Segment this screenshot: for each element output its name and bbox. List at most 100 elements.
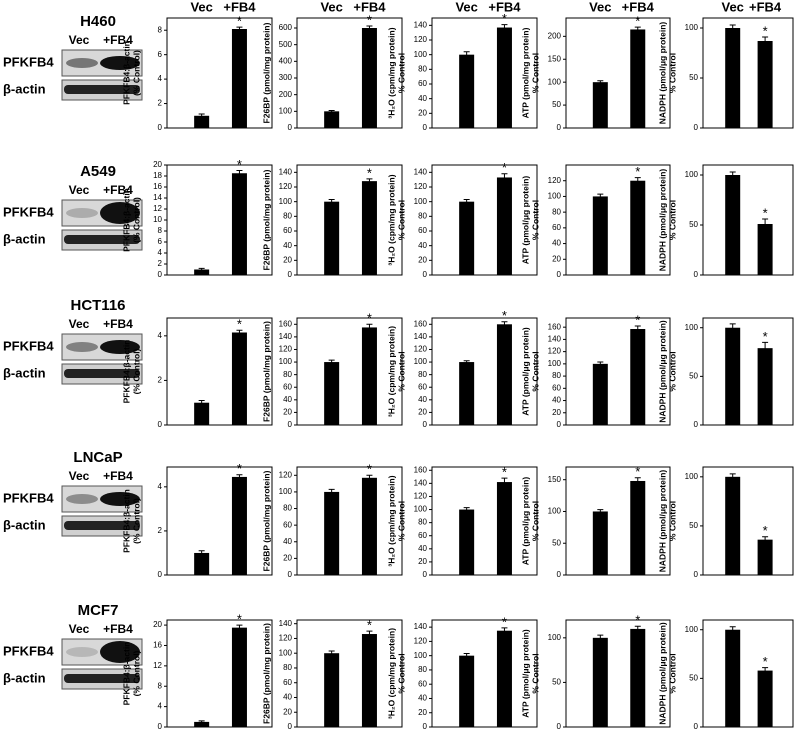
- y-axis-label: ATP (pmol/μg protein): [520, 477, 530, 566]
- bar: [592, 637, 608, 727]
- y-tick-label: 60: [418, 382, 427, 391]
- y-tick-label: 12: [153, 661, 162, 670]
- error-bar: [729, 473, 736, 480]
- error-bar: [463, 360, 470, 364]
- bar: [496, 27, 512, 128]
- y-tick-label: 50: [689, 73, 698, 82]
- bar: [194, 269, 210, 275]
- bar: [757, 224, 773, 275]
- y-tick-label: 140: [548, 335, 562, 344]
- cell-line: H460: [80, 13, 116, 30]
- bar: [725, 28, 741, 128]
- y-axis-label: (% Control): [131, 197, 141, 243]
- significance-mark: *: [763, 523, 768, 538]
- bar: [324, 362, 340, 425]
- y-tick-label: 0: [158, 270, 163, 279]
- y-tick-label: 14: [153, 193, 162, 202]
- y-tick-label: 140: [279, 167, 293, 176]
- significance-mark: *: [763, 329, 768, 344]
- y-axis-label: NADPH (pmol/μg protein): [657, 169, 667, 272]
- y-tick-label: 40: [418, 395, 427, 404]
- y-tick-label: 4: [158, 482, 163, 491]
- y-tick-label: 150: [548, 54, 562, 63]
- column-header: +FB4: [622, 0, 655, 14]
- error-bar: [501, 24, 508, 31]
- plot-frame: [702, 17, 794, 129]
- bar: [231, 173, 247, 275]
- plot-frame: [565, 619, 671, 728]
- plot-frame: [702, 164, 794, 276]
- y-tick-label: 100: [685, 323, 699, 332]
- bar: [361, 477, 377, 575]
- error-bar: [729, 323, 736, 332]
- significance-mark: *: [237, 461, 242, 476]
- y-tick-label: 0: [694, 270, 699, 279]
- y-axis-label: ATP (pmol/μg protein): [520, 176, 530, 265]
- y-tick-label: 0: [557, 722, 562, 731]
- bar: [725, 175, 741, 275]
- blot-band: [66, 342, 98, 352]
- y-axis-label: PFKFB4:β-actin: [121, 41, 131, 105]
- y-tick-label: 100: [548, 77, 562, 86]
- column-header: Vec: [721, 0, 743, 14]
- y-tick-label: 50: [552, 100, 561, 109]
- y-tick-label: 0: [694, 570, 699, 579]
- y-tick-label: 80: [283, 663, 292, 672]
- y-tick-label: 20: [418, 255, 427, 264]
- error-bar: [236, 170, 243, 176]
- y-tick-label: 300: [279, 73, 293, 82]
- protein-label: β-actin: [3, 365, 46, 380]
- column-header: +FB4: [488, 0, 521, 14]
- y-tick-label: 120: [414, 182, 428, 191]
- y-axis-label: (% Control): [131, 50, 141, 96]
- error-bar: [463, 653, 470, 658]
- significance-mark: *: [367, 12, 372, 27]
- y-tick-label: 120: [279, 182, 293, 191]
- cell-line: HCT116: [70, 297, 125, 314]
- y-tick-label: 80: [283, 504, 292, 513]
- error-bar: [236, 474, 243, 480]
- protein-label: β-actin: [3, 81, 46, 96]
- plot-frame: [565, 164, 671, 276]
- y-tick-label: 60: [552, 383, 561, 392]
- y-tick-label: 4: [158, 331, 163, 340]
- y-tick-label: 500: [279, 40, 293, 49]
- y-axis-label: % Control: [530, 53, 540, 93]
- error-bar: [236, 26, 243, 31]
- bar: [324, 491, 340, 575]
- error-bar: [366, 474, 373, 481]
- y-tick-label: 80: [283, 211, 292, 220]
- y-axis-label: (% Control): [131, 348, 141, 394]
- y-tick-label: 120: [279, 634, 293, 643]
- bar: [592, 196, 608, 275]
- y-tick-label: 50: [689, 371, 698, 380]
- y-tick-label: 120: [414, 637, 428, 646]
- y-tick-label: 0: [288, 570, 293, 579]
- significance-mark: *: [502, 465, 507, 480]
- error-bar: [762, 341, 769, 354]
- error-bar: [634, 625, 641, 632]
- bar: [194, 552, 210, 575]
- bar: [194, 115, 210, 128]
- y-tick-label: 20: [283, 553, 292, 562]
- y-tick-label: 60: [418, 226, 427, 235]
- y-tick-label: 0: [158, 420, 163, 429]
- error-bar: [597, 634, 604, 641]
- y-tick-label: 100: [279, 648, 293, 657]
- error-bar: [366, 25, 373, 30]
- error-bar: [198, 399, 205, 405]
- y-tick-label: 100: [279, 197, 293, 206]
- y-tick-label: 140: [414, 332, 428, 341]
- plot-frame: [166, 619, 273, 728]
- y-tick-label: 40: [552, 239, 561, 248]
- y-tick-label: 100: [414, 50, 428, 59]
- error-bar: [198, 113, 205, 118]
- y-tick-label: 200: [548, 31, 562, 40]
- y-tick-label: 60: [283, 520, 292, 529]
- blot-band: [100, 340, 140, 354]
- y-axis-label: (% Control): [131, 650, 141, 696]
- column-header: +FB4: [749, 0, 782, 14]
- y-tick-label: 6: [158, 50, 163, 59]
- error-bar: [328, 110, 335, 113]
- blot-band: [66, 208, 98, 218]
